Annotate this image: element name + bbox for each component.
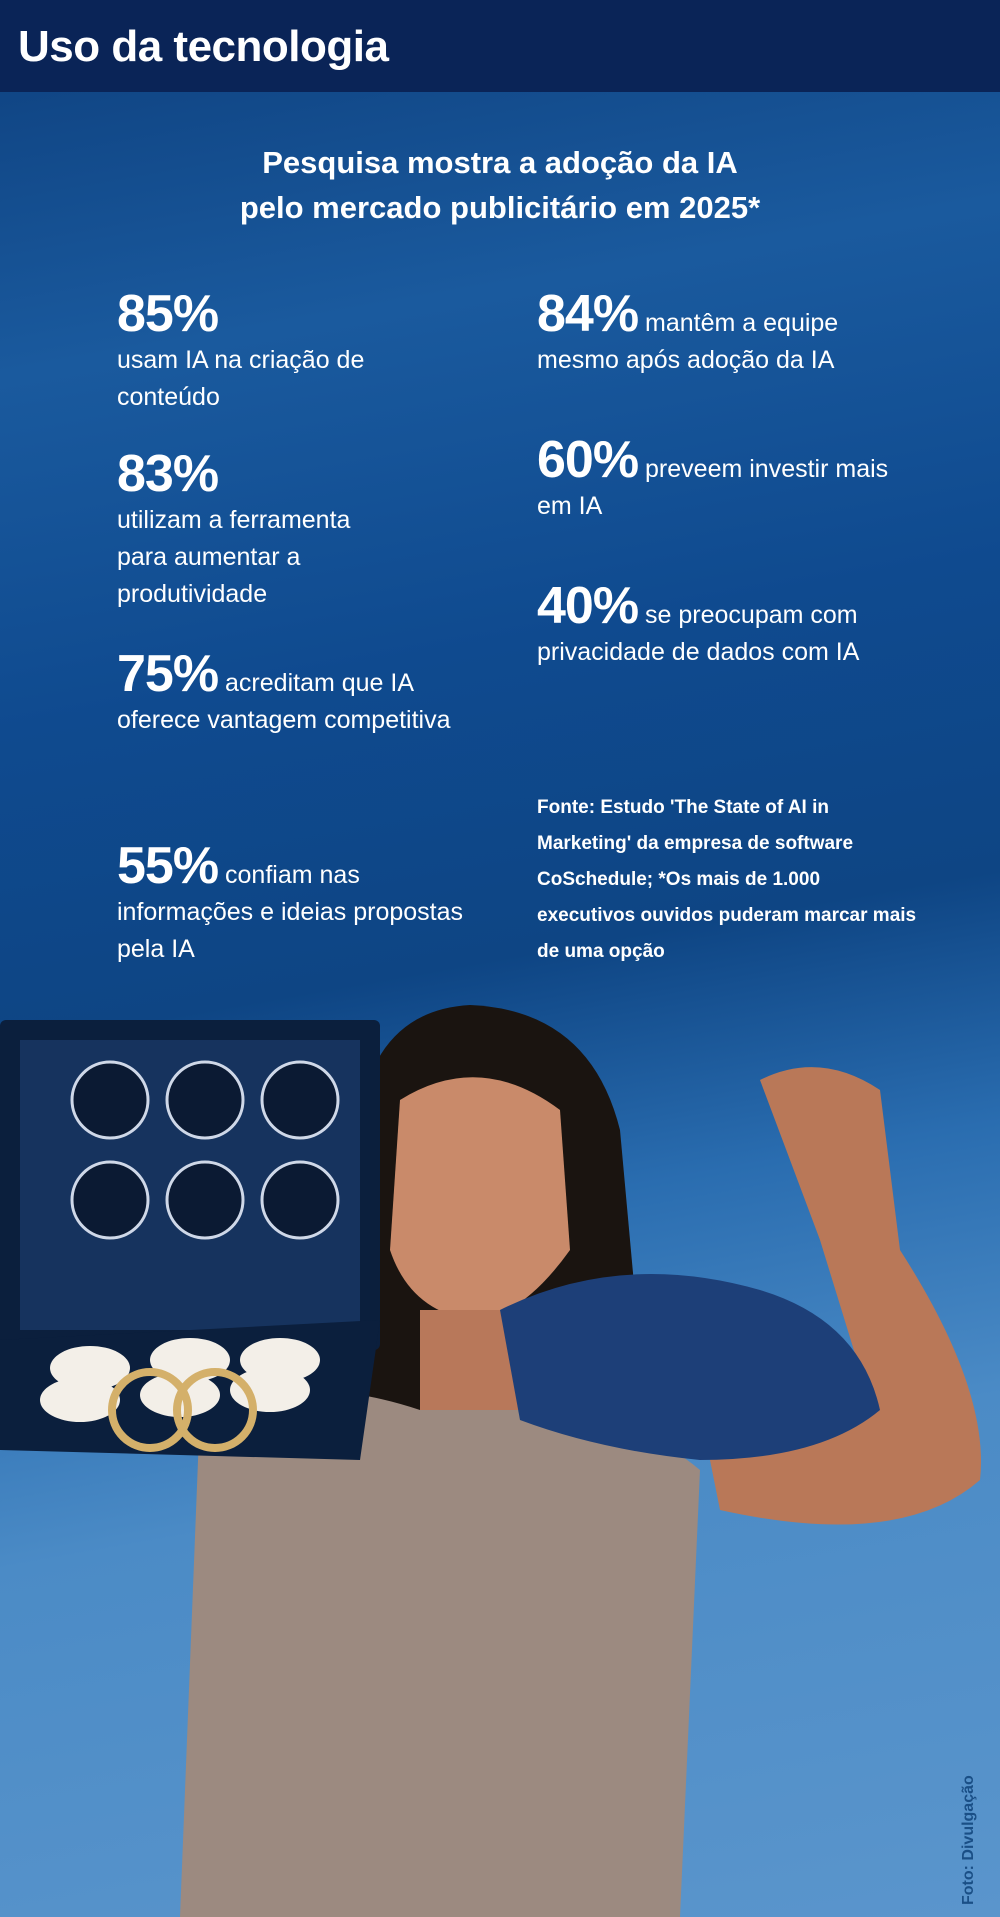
feather-boa-shape bbox=[500, 1274, 880, 1460]
stat-85: 85% usam IA na criação de conteúdo bbox=[117, 288, 477, 416]
stat-value: 85% bbox=[117, 285, 219, 343]
stat-text: utilizam a ferramenta para aumentar a pr… bbox=[117, 506, 351, 608]
stat-60: 60% preveem investir mais em IA bbox=[537, 434, 897, 525]
stat-value: 75% bbox=[117, 645, 219, 703]
stat-83: 83% utilizam a ferramenta para aumentar … bbox=[117, 448, 477, 613]
stat-84: 84% mantêm a equipe mesmo após adoção da… bbox=[537, 288, 917, 379]
stat-value: 84% bbox=[537, 285, 639, 343]
stat-text: acreditam que IA oferece vantagem compet… bbox=[117, 669, 451, 734]
stat-value: 60% bbox=[537, 431, 639, 489]
gold-logo bbox=[108, 1368, 257, 1452]
stat-value: 55% bbox=[117, 837, 219, 895]
title-line-2: pelo mercado publicitário em 2025* bbox=[239, 190, 761, 225]
stat-text: confiam nas informações e ideias propost… bbox=[117, 861, 464, 963]
stat-text: preveem investir mais em IA bbox=[537, 455, 889, 520]
dress-shape bbox=[180, 1390, 700, 1917]
stat-value: 83% bbox=[117, 445, 219, 503]
stat-75: 75% acreditam que IA oferece vantagem co… bbox=[117, 648, 477, 739]
infographic-title: Pesquisa mostra a adoção da IA pelo merc… bbox=[0, 140, 1000, 230]
stat-text: mantêm a equipe mesmo após adoção da IA bbox=[537, 309, 839, 374]
section-title: Uso da tecnologia bbox=[18, 22, 389, 71]
box-slots bbox=[70, 1060, 340, 1240]
title-line-1: Pesquisa mostra a adoção da IA bbox=[262, 145, 738, 180]
source-note: Fonte: Estudo 'The State of AI in Market… bbox=[537, 797, 917, 962]
stat-55: 55% confiam nas informações e ideias pro… bbox=[117, 840, 477, 968]
face-shape bbox=[390, 1077, 570, 1320]
photo-credit: Foto: Divulgação bbox=[960, 1775, 977, 1905]
stat-text: se preocupam com privacidade de dados co… bbox=[537, 601, 860, 666]
header-bar: Uso da tecnologia bbox=[0, 0, 1000, 92]
stat-40: 40% se preocupam com privacidade de dado… bbox=[537, 580, 927, 671]
stat-value: 40% bbox=[537, 577, 639, 635]
photo-woman-with-box bbox=[0, 1005, 981, 1917]
stat-text: usam IA na criação de conteúdo bbox=[117, 346, 365, 411]
